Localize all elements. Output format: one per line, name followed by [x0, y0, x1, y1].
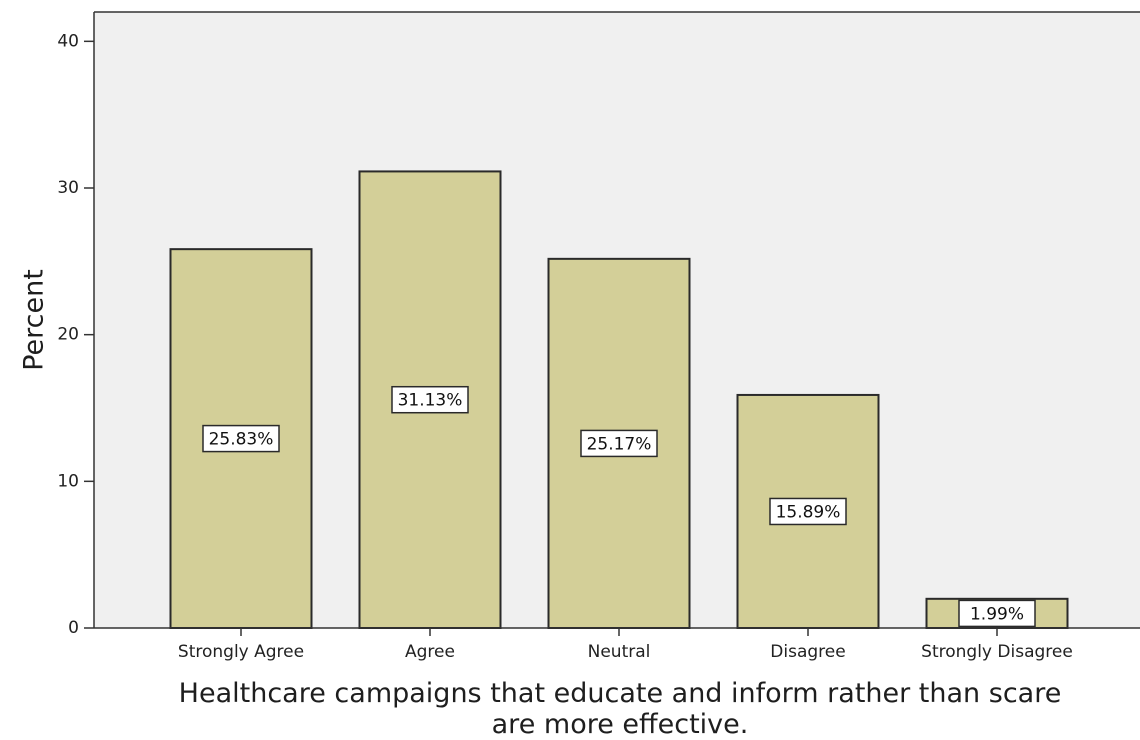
x-category-label: Strongly Disagree: [921, 642, 1073, 662]
data-label-box: [202, 424, 280, 453]
data-label: 25.17%: [580, 429, 658, 458]
x-axis-title-line-1: Healthcare campaigns that educate and in…: [179, 678, 1062, 709]
y-tick-label: 40: [57, 31, 79, 51]
data-label-text: 25.17%: [587, 434, 652, 454]
data-label: 31.13%: [391, 385, 469, 414]
y-tick-label: 30: [57, 178, 79, 198]
data-labels-layer: 25.83% 31.13% 25.17% 15.89% 1.99%: [202, 385, 1036, 628]
data-label-box: [958, 599, 1036, 628]
x-category-label: Agree: [405, 642, 455, 662]
y-ticks-layer: 0 10 20 30 40: [57, 31, 94, 638]
data-label: 1.99%: [958, 599, 1036, 628]
x-category-label: Disagree: [770, 642, 845, 662]
data-label-text: 25.83%: [209, 430, 274, 450]
data-label-box: [769, 497, 847, 526]
x-axis-title-line-2: are more effective.: [492, 709, 749, 740]
y-tick-label: 20: [57, 325, 79, 345]
y-tick-label: 10: [57, 471, 79, 491]
data-label-text: 31.13%: [398, 391, 463, 411]
data-label-text: 15.89%: [776, 502, 841, 522]
x-category-label: Strongly Agree: [178, 642, 304, 662]
data-label: 25.83%: [202, 424, 280, 453]
y-axis-title: Percent: [19, 269, 50, 371]
y-tick-label: 0: [68, 618, 79, 638]
data-label: 15.89%: [769, 497, 847, 526]
x-category-label: Neutral: [588, 642, 651, 662]
data-label-box: [580, 429, 658, 458]
data-label-box: [391, 385, 469, 414]
data-label-text: 1.99%: [970, 604, 1024, 624]
x-category-labels-layer: Strongly Agree Agree Neutral Disagree Strong…: [178, 628, 1073, 662]
